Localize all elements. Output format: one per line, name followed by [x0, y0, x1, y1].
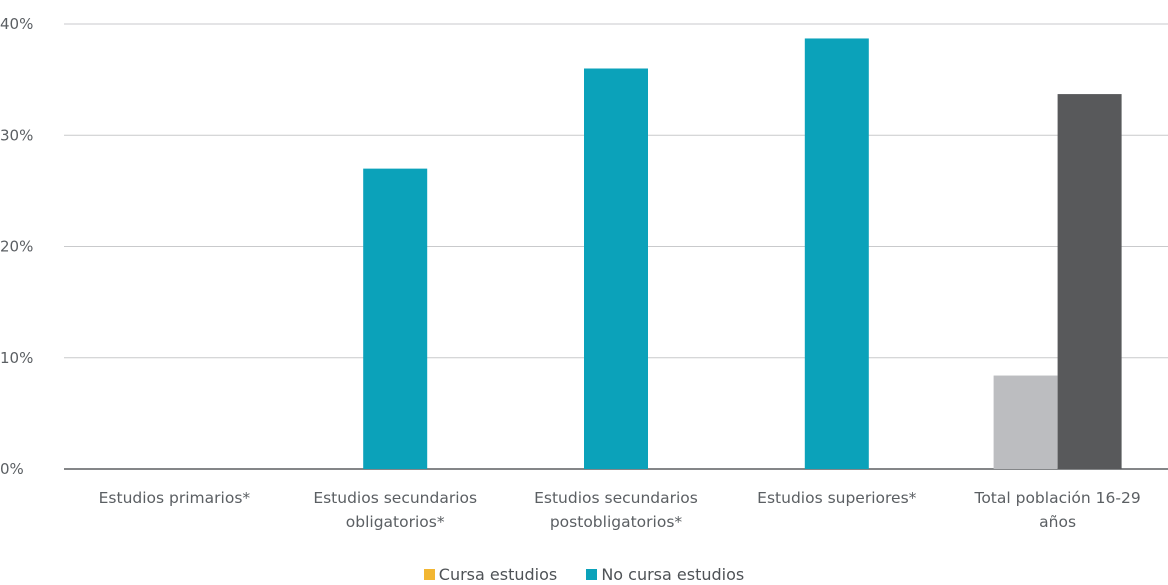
y-tick-label: 20% — [0, 238, 33, 256]
y-tick-label: 10% — [0, 349, 33, 367]
legend-item-cursa: Cursa estudios — [423, 565, 558, 584]
legend-label-cursa: Cursa estudios — [438, 565, 558, 584]
x-category-label: Estudios superiores* — [757, 489, 916, 507]
legend-swatch-no-cursa — [586, 569, 598, 580]
y-tick-label: 40% — [0, 15, 33, 33]
x-category-label: Estudios secundarios — [313, 489, 477, 507]
bar-cursa-estudios — [993, 375, 1058, 469]
bar-no-cursa-estudios — [804, 38, 869, 470]
bar-no-cursa-estudios — [584, 68, 648, 469]
y-tick-label: 0% — [0, 460, 24, 478]
bar-no-cursa-estudios — [363, 168, 428, 469]
y-tick-label: 30% — [0, 126, 33, 144]
legend-swatch-cursa — [423, 569, 435, 580]
legend: Cursa estudios No cursa estudios — [0, 565, 1168, 584]
x-category-label: Estudios primarios* — [99, 489, 251, 507]
bar-no-cursa-estudios — [1057, 94, 1122, 470]
legend-item-no-cursa: No cursa estudios — [586, 565, 744, 584]
x-category-label: obligatorios* — [346, 513, 445, 531]
x-category-label: Total población 16-29 — [973, 489, 1140, 507]
x-category-label: postobligatorios* — [550, 513, 683, 531]
x-category-label: Estudios secundarios — [534, 489, 698, 507]
x-category-label: años — [1039, 513, 1076, 531]
bar-chart: 0% 10% 20% 30% 40% Estudios primarios* Estudio… — [0, 15, 1168, 531]
legend-label-no-cursa: No cursa estudios — [601, 565, 745, 584]
